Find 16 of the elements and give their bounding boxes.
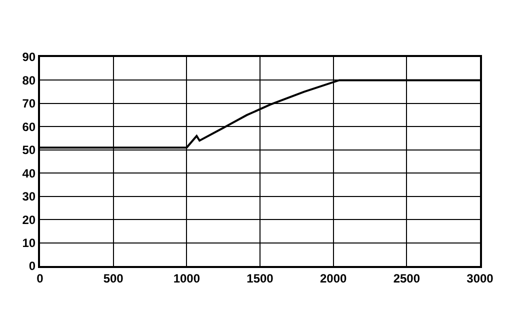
- x-tick-label: 3000: [466, 271, 494, 286]
- y-tick-label: 40: [22, 166, 36, 180]
- x-tick-label: 1500: [246, 271, 274, 286]
- x-tick-label: 1000: [173, 271, 200, 286]
- x-tick-label: 2000: [320, 271, 347, 286]
- y-tick-label: 50: [22, 143, 36, 158]
- y-tick-label: 20: [22, 212, 36, 227]
- y-tick-label: 70: [22, 96, 36, 111]
- x-tick-label: 2500: [393, 271, 420, 286]
- y-tick-label: 30: [22, 190, 36, 204]
- y-tick-label: 80: [22, 73, 36, 88]
- y-tick-label: 0: [28, 259, 36, 274]
- y-tick-label: 10: [22, 236, 36, 250]
- y-tick-label: 90: [22, 50, 36, 64]
- y-tick-label: 60: [22, 120, 36, 134]
- x-tick-label: 500: [103, 271, 124, 286]
